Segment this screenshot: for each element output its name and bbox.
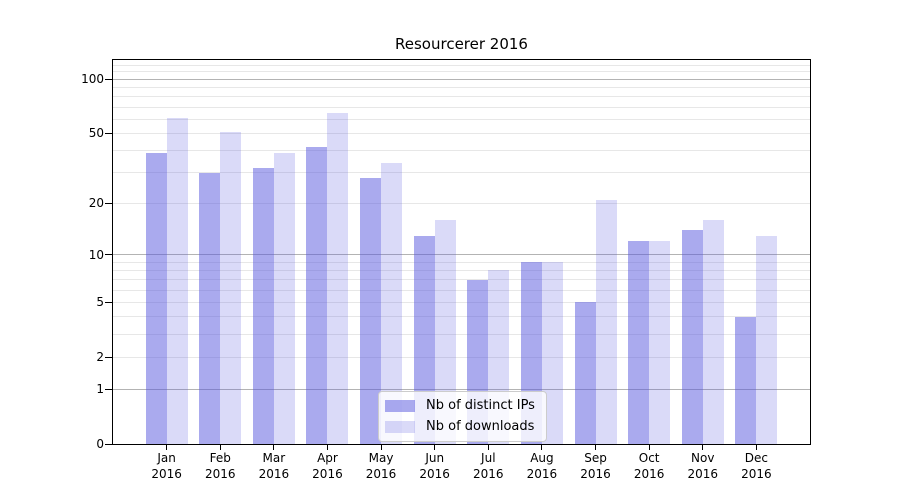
minor-gridline-9 [113,261,810,263]
x-tick-label-mar-2016: Mar 2016 [258,451,290,481]
x-tick-10 [648,445,650,450]
minor-gridline-8 [113,269,810,271]
x-tick-11 [702,445,704,450]
x-tick-1 [166,445,168,450]
minor-gridline-20 [113,202,810,204]
x-tick-4 [326,445,328,450]
minor-gridline-4 [113,316,810,318]
bar-nb-of-distinct-ips-feb-2016 [199,172,221,444]
legend-swatch-downloads [385,420,415,433]
bar-nb-of-downloads-oct-2016 [649,241,671,444]
chart-title: Resourcerer 2016 [395,35,528,53]
x-tick-3 [273,445,275,450]
x-tick-6 [434,445,436,450]
y-tick-10 [105,254,112,256]
legend-item-distinct-ips: Nb of distinct IPs [385,397,535,414]
y-tick-label-5: 5 [96,295,104,310]
bar-nb-of-distinct-ips-sep-2016 [574,302,596,444]
y-tick-label-10: 10 [88,247,104,262]
x-tick-8 [541,445,543,450]
y-tick-100 [105,78,112,80]
y-tick-label-1: 1 [96,382,104,397]
minor-gridline-80 [113,96,810,98]
bar-nb-of-downloads-dec-2016 [756,235,778,444]
x-tick-label-jul-2016: Jul 2016 [473,451,504,481]
minor-gridline-3 [113,333,810,335]
bar-nb-of-downloads-apr-2016 [327,113,349,444]
y-tick-1 [105,388,112,390]
minor-gridline-90 [113,87,810,89]
x-tick-7 [487,445,489,450]
major-gridline-10 [113,254,810,256]
minor-gridline-30 [113,172,810,174]
x-tick-9 [595,445,597,450]
y-tick-label-50: 50 [88,126,104,141]
x-tick-label-nov-2016: Nov 2016 [687,451,719,481]
y-tick-label-20: 20 [88,196,104,211]
legend-label-distinct-ips: Nb of distinct IPs [426,398,535,413]
x-tick-label-oct-2016: Oct 2016 [633,451,665,481]
minor-gridline-60 [113,118,810,120]
x-tick-5 [380,445,382,450]
bar-nb-of-downloads-nov-2016 [702,220,724,444]
x-tick-2 [219,445,221,450]
minor-gridline-120 [113,64,810,66]
bar-nb-of-downloads-sep-2016 [595,199,617,444]
minor-gridline-40 [113,150,810,152]
minor-gridline-5 [113,301,810,303]
plot-area: Nb of distinct IPs Nb of downloads [112,59,811,445]
y-tick-5 [105,301,112,303]
minor-gridline-110 [113,71,810,73]
bar-nb-of-downloads-aug-2016 [541,262,563,444]
bar-nb-of-distinct-ips-mar-2016 [252,167,274,444]
y-tick-label-100: 100 [81,72,104,87]
y-tick-0 [105,443,112,445]
bar-nb-of-distinct-ips-apr-2016 [306,146,328,444]
bar-nb-of-downloads-jun-2016 [434,220,456,444]
bar-nb-of-distinct-ips-nov-2016 [681,230,703,444]
minor-gridline-6 [113,289,810,291]
bar-nb-of-distinct-ips-may-2016 [360,177,382,444]
major-gridline-1 [113,388,810,390]
y-tick-20 [105,202,112,204]
bar-nb-of-downloads-feb-2016 [220,131,242,444]
x-tick-label-feb-2016: Feb 2016 [204,451,236,481]
x-tick-label-sep-2016: Sep 2016 [580,451,611,481]
x-tick-label-dec-2016: Dec 2016 [741,451,772,481]
y-tick-label-0: 0 [96,437,104,451]
x-tick-label-may-2016: May 2016 [365,451,397,481]
legend: Nb of distinct IPs Nb of downloads [378,391,547,442]
y-tick-label-2: 2 [96,350,104,365]
minor-gridline-2 [113,356,810,358]
bar-nb-of-downloads-mar-2016 [273,152,295,444]
legend-item-downloads: Nb of downloads [385,418,535,435]
major-gridline-100 [113,78,810,80]
bar-nb-of-distinct-ips-oct-2016 [628,241,650,444]
y-tick-50 [105,132,112,134]
bar-nb-of-downloads-jan-2016 [166,117,188,444]
y-tick-2 [105,356,112,358]
bar-nb-of-distinct-ips-dec-2016 [735,316,757,444]
minor-gridline-7 [113,279,810,281]
legend-swatch-distinct-ips [385,399,415,412]
x-tick-label-apr-2016: Apr 2016 [312,451,343,481]
bar-nb-of-distinct-ips-jan-2016 [145,152,167,444]
bar-nb-of-downloads-may-2016 [381,163,403,444]
x-tick-label-aug-2016: Aug 2016 [526,451,558,481]
minor-gridline-50 [113,132,810,134]
x-tick-label-jun-2016: Jun 2016 [419,451,450,481]
x-tick-label-jan-2016: Jan 2016 [151,451,182,481]
x-tick-12 [755,445,757,450]
minor-gridline-70 [113,106,810,108]
legend-label-downloads: Nb of downloads [426,419,535,434]
